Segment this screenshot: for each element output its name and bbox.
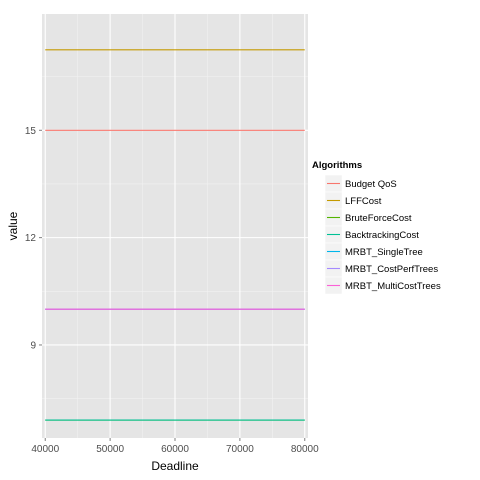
y-tick-label: 12 [25,233,37,244]
legend-label-mrbt-multicosttrees: MRBT_MultiCostTrees [345,281,441,292]
grid-layer [42,14,308,438]
x-tick-label: 80000 [291,444,319,455]
y-tick-label: 9 [30,340,36,351]
series-layer [45,49,305,421]
legend-label-bruteforcecost: BruteForceCost [345,213,412,224]
legend-label-backtrackingcost: BacktrackingCost [345,230,419,241]
legend-title: Algorithms [312,160,362,171]
y-axis-title: value [6,211,20,240]
x-axis-title: Deadline [151,459,199,473]
axis-layer: 40000 50000 60000 70000 80000 9 12 15 [25,126,319,455]
legend-label-budget-qos: Budget QoS [345,179,397,190]
legend-label-lffcost: LFFCost [345,196,382,207]
legend: Algorithms Budget QoS LFFCost BruteForceCo… [312,160,441,295]
legend-items: Budget QoS LFFCost BruteForceCost Backtrack… [324,174,441,295]
x-tick-label: 70000 [226,444,254,455]
x-tick-label: 60000 [161,444,189,455]
x-tick-label: 40000 [31,444,59,455]
legend-label-mrbt-costperftrees: MRBT_CostPerfTrees [345,264,438,275]
legend-label-mrbt-singletree: MRBT_SingleTree [345,247,423,258]
y-tick-label: 15 [25,126,37,137]
x-tick-label: 50000 [96,444,124,455]
